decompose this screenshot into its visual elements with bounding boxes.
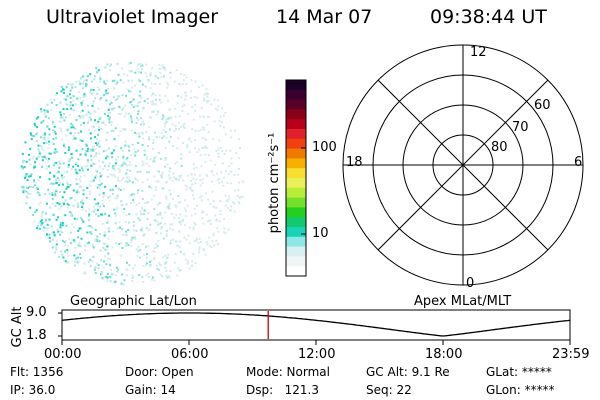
x-label-0600: 06:00 <box>171 347 209 362</box>
colorbar-band <box>286 109 306 120</box>
colorbar-band <box>286 89 306 101</box>
colorbar-band <box>286 148 306 159</box>
colorbar-band <box>286 187 306 199</box>
timeline-x-ticks <box>61 340 571 345</box>
timeline-left-title: Geographic Lat/Lon <box>70 294 197 309</box>
orbit-altitude-curve <box>61 312 571 337</box>
footer-glat: GLat: ***** <box>486 365 552 379</box>
colorbar-label-10: 10 <box>312 226 329 241</box>
y-tick-label-9: 9.0 <box>26 305 47 320</box>
lat-label-60: 60 <box>534 98 551 113</box>
lat-label-70: 70 <box>512 120 529 135</box>
colorbar-band <box>286 217 306 228</box>
colorbar-band <box>286 80 306 91</box>
colorbar-band <box>286 178 306 189</box>
footer-door: Door: Open <box>125 365 194 379</box>
mlt-label-12: 12 <box>470 45 487 60</box>
colorbar-band <box>286 129 306 140</box>
footer-glon: GLon: ***** <box>486 383 555 397</box>
timeline-ylabel: GC Alt <box>10 306 25 348</box>
color-scale-frame <box>285 79 307 277</box>
footer-seq: Seq: 22 <box>366 383 412 397</box>
colorbar-band <box>286 266 306 277</box>
colorbar-band <box>286 227 306 238</box>
colorbar-band <box>286 119 306 130</box>
polar-grid <box>342 44 584 286</box>
colorbar-band <box>286 256 306 267</box>
colorbar-band <box>286 138 306 150</box>
color-scale-bar <box>286 80 306 277</box>
polar-diagonal-2 <box>377 79 549 251</box>
footer-dsp: Dsp: 121.3 <box>246 383 319 397</box>
footer-flight: Flt: 1356 <box>10 365 64 379</box>
colorbar-label-100: 100 <box>312 140 337 155</box>
colorbar-band <box>286 168 306 179</box>
timeline-right-title: Apex MLat/MLT <box>414 294 512 309</box>
auroral-image-disc <box>20 61 245 286</box>
x-label-2359: 23:59 <box>552 347 590 362</box>
mlt-label-18: 18 <box>346 155 363 170</box>
mlt-label-0: 0 <box>466 276 475 291</box>
x-label-0000: 00:00 <box>44 347 82 362</box>
lat-label-80: 80 <box>491 140 508 155</box>
colorbar-band <box>286 246 306 257</box>
x-label-1800: 18:00 <box>425 347 463 362</box>
footer-ip: IP: 36.0 <box>10 383 56 397</box>
date-label: 14 Mar 07 <box>276 6 373 28</box>
mlt-label-6: 6 <box>574 155 583 170</box>
colorbar-band <box>286 236 306 248</box>
colorbar-unit-label: photon cm⁻²s⁻¹ <box>267 132 282 234</box>
x-label-1200: 12:00 <box>298 347 336 362</box>
footer-gc-alt: GC Alt: 9.1 Re <box>366 365 450 379</box>
footer-mode: Mode: Normal <box>246 365 330 379</box>
time-label: 09:38:44 UT <box>430 6 547 28</box>
instrument-title: Ultraviolet Imager <box>46 6 219 28</box>
footer-gain: Gain: 14 <box>125 383 176 397</box>
colorbar-band <box>286 207 306 218</box>
colorbar-band <box>286 99 306 110</box>
y-tick-label-1.8: 1.8 <box>26 328 47 343</box>
colorbar-band <box>286 197 306 208</box>
colorbar-band <box>286 158 306 169</box>
